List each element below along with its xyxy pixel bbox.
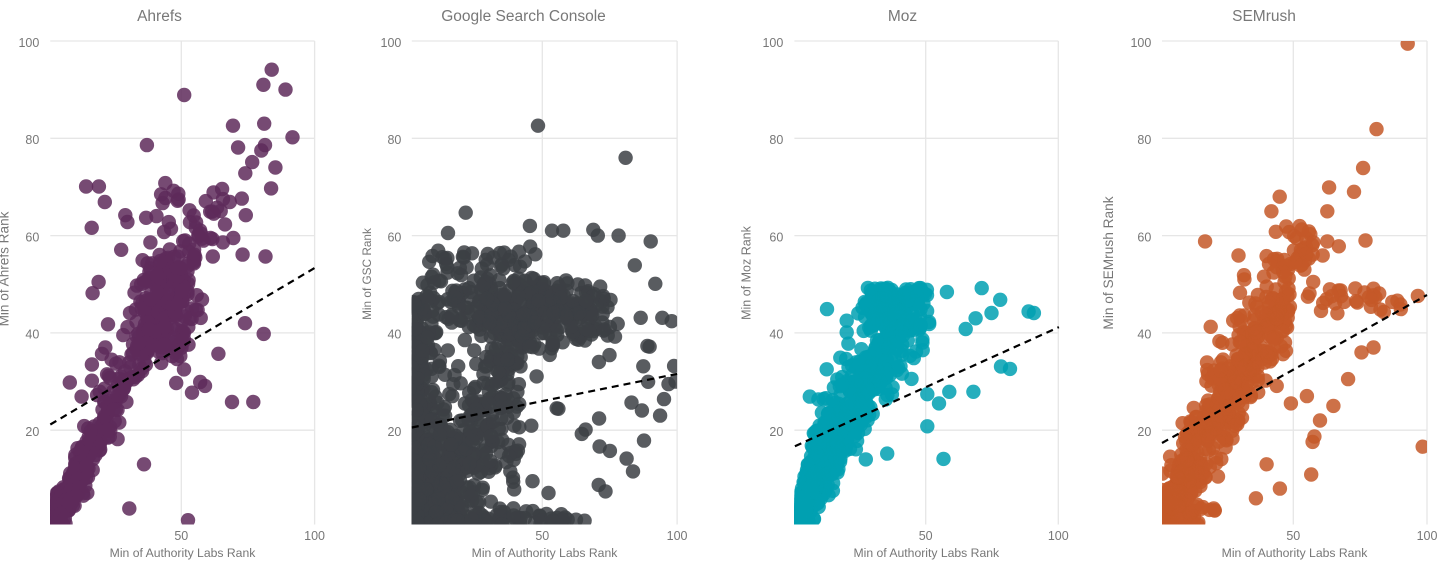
svg-text:Min of Moz Rank: Min of Moz Rank	[739, 225, 753, 320]
svg-text:60: 60	[387, 230, 401, 244]
svg-text:100: 100	[304, 529, 325, 543]
svg-text:Moz: Moz	[888, 8, 917, 25]
svg-text:100: 100	[1130, 36, 1151, 50]
svg-text:20: 20	[25, 425, 39, 439]
svg-text:40: 40	[769, 328, 783, 342]
svg-text:50: 50	[174, 529, 188, 543]
svg-text:50: 50	[535, 529, 549, 543]
svg-text:20: 20	[1137, 425, 1151, 439]
svg-text:40: 40	[25, 328, 39, 342]
svg-text:100: 100	[1417, 529, 1438, 543]
svg-text:40: 40	[1137, 328, 1151, 342]
svg-text:100: 100	[18, 36, 39, 50]
svg-text:Google Search Console: Google Search Console	[441, 8, 606, 25]
svg-text:100: 100	[762, 36, 783, 50]
svg-text:SEMrush: SEMrush	[1232, 8, 1296, 25]
svg-text:Min of Authority Labs Rank: Min of Authority Labs Rank	[853, 546, 1000, 560]
svg-text:60: 60	[769, 230, 783, 244]
svg-text:100: 100	[667, 529, 688, 543]
svg-text:50: 50	[919, 529, 933, 543]
svg-text:Min of Ahrefs Rank: Min of Ahrefs Rank	[0, 211, 12, 326]
svg-text:40: 40	[387, 328, 401, 342]
svg-text:60: 60	[25, 230, 39, 244]
svg-text:Ahrefs: Ahrefs	[137, 8, 182, 25]
svg-text:Min of Authority Labs Rank: Min of Authority Labs Rank	[472, 546, 619, 560]
svg-text:Min of GSC Rank: Min of GSC Rank	[360, 228, 374, 320]
svg-text:60: 60	[1137, 230, 1151, 244]
svg-text:20: 20	[387, 425, 401, 439]
svg-text:20: 20	[769, 425, 783, 439]
svg-text:Min of SEMrush Rank: Min of SEMrush Rank	[1101, 196, 1116, 329]
svg-text:Min of Authority Labs Rank: Min of Authority Labs Rank	[110, 546, 257, 560]
svg-text:80: 80	[387, 133, 401, 147]
svg-text:80: 80	[769, 133, 783, 147]
svg-text:100: 100	[1048, 529, 1069, 543]
svg-text:80: 80	[1137, 133, 1151, 147]
svg-text:50: 50	[1286, 529, 1300, 543]
svg-text:100: 100	[381, 36, 402, 50]
svg-text:Min of Authority Labs Rank: Min of Authority Labs Rank	[1222, 546, 1369, 560]
svg-text:80: 80	[25, 133, 39, 147]
